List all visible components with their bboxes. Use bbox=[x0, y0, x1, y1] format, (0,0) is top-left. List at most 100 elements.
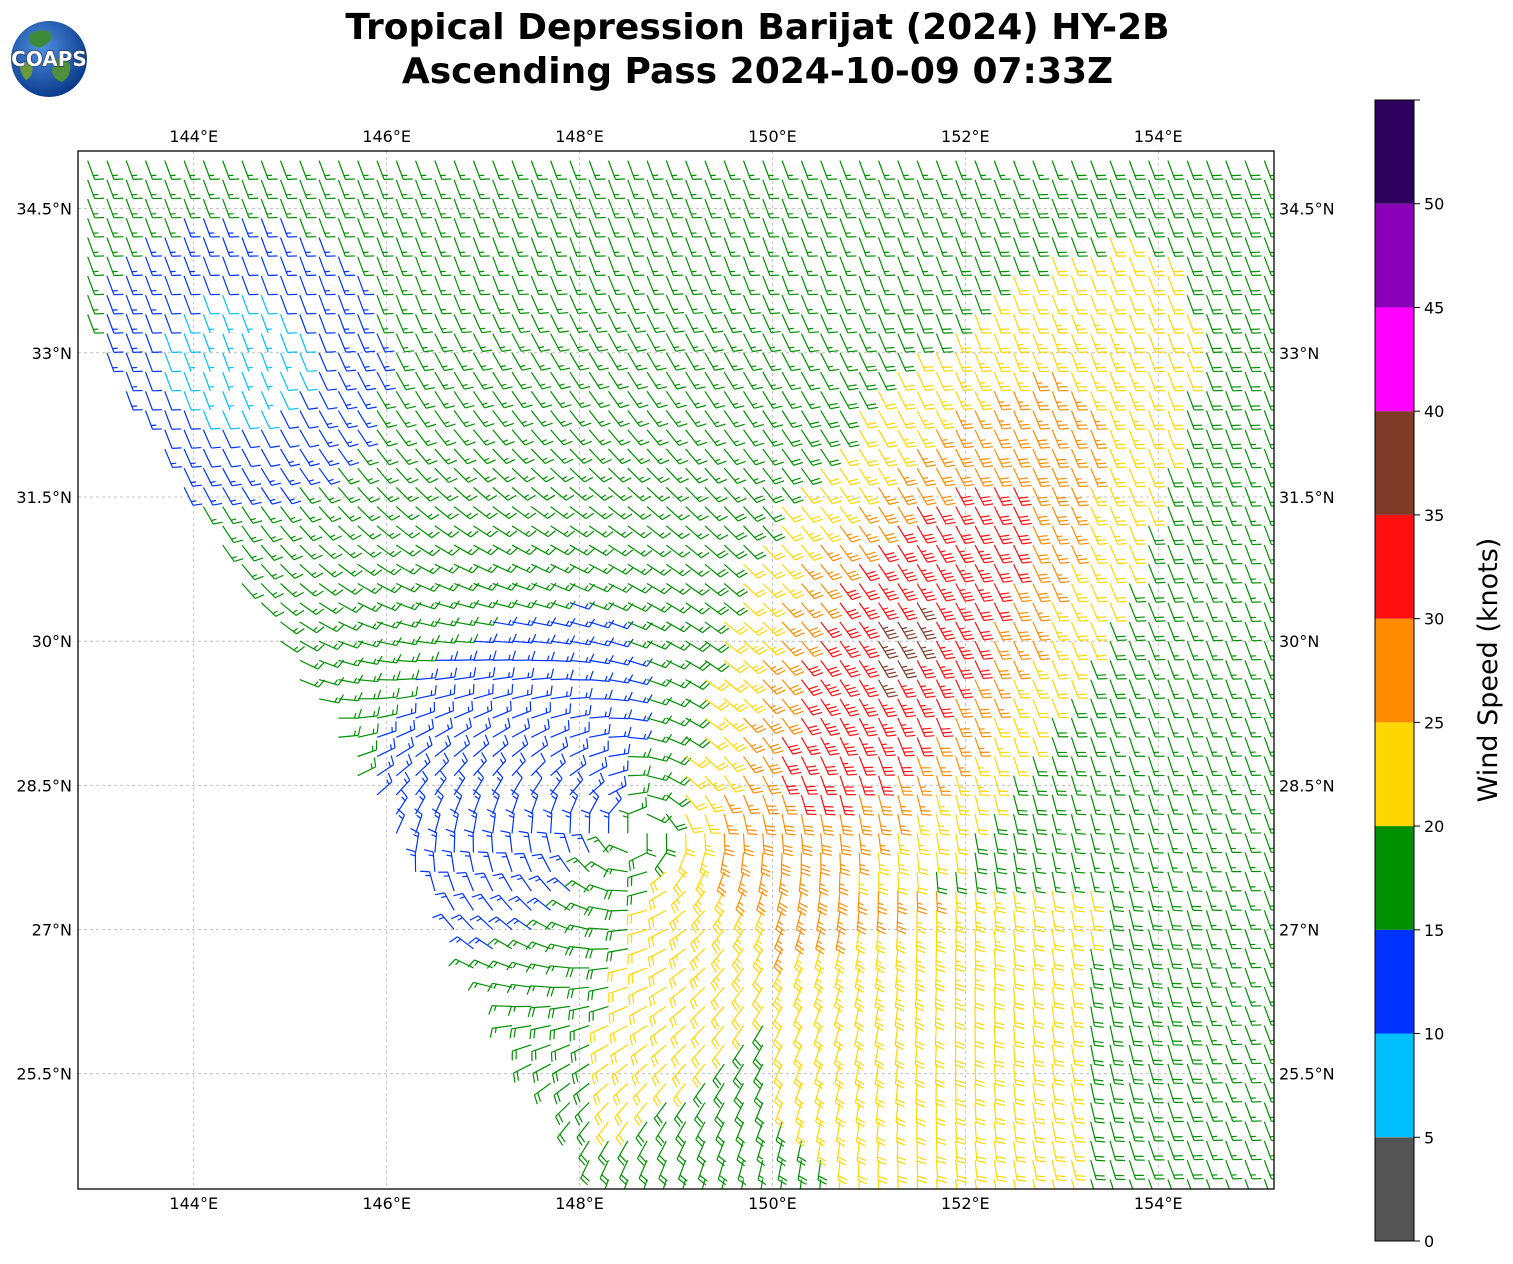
barb-flag bbox=[975, 1002, 985, 1007]
barb-shaft bbox=[742, 794, 752, 814]
barb-shaft bbox=[1051, 794, 1058, 815]
barb-flag bbox=[818, 1175, 828, 1181]
wind-barb bbox=[550, 669, 574, 681]
wind-barb bbox=[855, 948, 865, 974]
barb-flag bbox=[884, 687, 894, 691]
barb-flag bbox=[1172, 944, 1182, 947]
barb-flag bbox=[920, 809, 931, 812]
barb-flag bbox=[856, 1117, 866, 1124]
barb-shaft bbox=[1032, 1083, 1037, 1104]
barb-shaft bbox=[955, 775, 962, 796]
barb-flag bbox=[435, 651, 440, 662]
barb-flag bbox=[982, 716, 993, 718]
barb-flag bbox=[774, 1058, 783, 1067]
title-line-1: Tropical Depression Barijat (2024) HY-2B bbox=[345, 7, 1170, 48]
wind-barb bbox=[1128, 852, 1144, 874]
barb-flag bbox=[1074, 948, 1085, 952]
barb-shaft bbox=[434, 710, 454, 719]
barb-shaft bbox=[627, 774, 648, 777]
barb-half-flag bbox=[483, 741, 487, 747]
wind-barb bbox=[1263, 890, 1274, 911]
barb-shaft bbox=[934, 1025, 938, 1046]
wind-barb bbox=[839, 814, 854, 836]
wind-barb bbox=[1090, 967, 1104, 990]
barb-shaft bbox=[1013, 679, 1022, 699]
wind-barb bbox=[453, 700, 474, 719]
wind-barb bbox=[468, 937, 494, 950]
barb-flag bbox=[1015, 948, 1026, 953]
wind-barb bbox=[935, 698, 955, 718]
wind-barb bbox=[1109, 967, 1124, 990]
wind-barb bbox=[1263, 679, 1274, 699]
barb-shaft bbox=[914, 1044, 918, 1065]
wind-barb bbox=[916, 833, 930, 856]
wind-barb bbox=[1051, 1025, 1065, 1048]
wind-barb bbox=[1148, 737, 1165, 757]
wind-barb bbox=[839, 833, 852, 856]
barb-flag bbox=[895, 968, 905, 974]
barb-flag bbox=[754, 962, 762, 971]
wind-barb bbox=[1012, 1083, 1026, 1106]
barb-shaft bbox=[589, 1005, 609, 1013]
wind-barb bbox=[731, 1025, 745, 1051]
barb-shaft bbox=[752, 1025, 764, 1044]
barb-flag bbox=[1076, 852, 1086, 855]
barb-flag bbox=[468, 717, 472, 728]
barb-flag bbox=[937, 1179, 948, 1184]
barb-shaft bbox=[1263, 948, 1272, 968]
barb-half-flag bbox=[749, 784, 755, 787]
barb-shaft bbox=[1167, 929, 1174, 949]
barb-flag bbox=[979, 689, 990, 692]
barb-flag bbox=[668, 960, 673, 970]
barb-shaft bbox=[1109, 948, 1115, 969]
barb-flag bbox=[902, 727, 913, 730]
wind-barb bbox=[877, 756, 895, 776]
barb-shaft bbox=[609, 1005, 629, 1015]
barb-half-flag bbox=[493, 940, 499, 945]
barb-flag bbox=[651, 956, 655, 966]
barb-flag bbox=[944, 715, 955, 718]
barb-half-flag bbox=[711, 803, 717, 806]
barb-shaft bbox=[876, 1140, 880, 1161]
barb-flag bbox=[413, 719, 416, 730]
barb-flag bbox=[1114, 929, 1124, 932]
wind-barb bbox=[1128, 1102, 1145, 1123]
barb-shaft bbox=[974, 929, 977, 950]
barb-shaft bbox=[800, 794, 808, 815]
wind-barb bbox=[838, 871, 849, 896]
barb-flag bbox=[903, 750, 914, 753]
wind-barb bbox=[1070, 1121, 1086, 1143]
barb-flag bbox=[1133, 925, 1143, 928]
wind-barb bbox=[643, 1179, 648, 1189]
barb-half-flag bbox=[662, 736, 666, 742]
barb-flag bbox=[775, 709, 786, 715]
barb-shaft bbox=[955, 833, 960, 854]
barb-shaft bbox=[1167, 1102, 1175, 1122]
barb-flag bbox=[677, 1135, 685, 1144]
barb-flag bbox=[637, 1134, 645, 1143]
barb-shaft bbox=[1225, 986, 1233, 1007]
barb-flag bbox=[842, 825, 852, 828]
barb-shaft bbox=[608, 698, 629, 702]
barb-half-flag bbox=[370, 763, 373, 769]
wind-barb bbox=[376, 755, 395, 777]
barb-flag bbox=[690, 1020, 696, 1030]
barb-shaft bbox=[395, 779, 411, 796]
wind-barb bbox=[595, 1121, 609, 1146]
barb-shaft bbox=[935, 794, 942, 815]
wind-barb bbox=[550, 1044, 571, 1062]
barb-shaft bbox=[615, 1121, 629, 1139]
wind-barb bbox=[704, 736, 729, 751]
barb-half-flag bbox=[592, 795, 598, 801]
barb-shaft bbox=[1263, 698, 1272, 718]
barb-shaft bbox=[1186, 852, 1194, 872]
barb-shaft bbox=[636, 1140, 648, 1159]
barb-half-flag bbox=[936, 940, 942, 944]
wind-barb bbox=[1148, 813, 1164, 835]
barb-half-flag bbox=[609, 846, 614, 851]
barb-shaft bbox=[1263, 890, 1272, 911]
barb-half-flag bbox=[447, 724, 450, 730]
barb-shaft bbox=[569, 730, 590, 738]
wind-barb bbox=[935, 891, 947, 915]
barb-flag bbox=[525, 919, 534, 927]
